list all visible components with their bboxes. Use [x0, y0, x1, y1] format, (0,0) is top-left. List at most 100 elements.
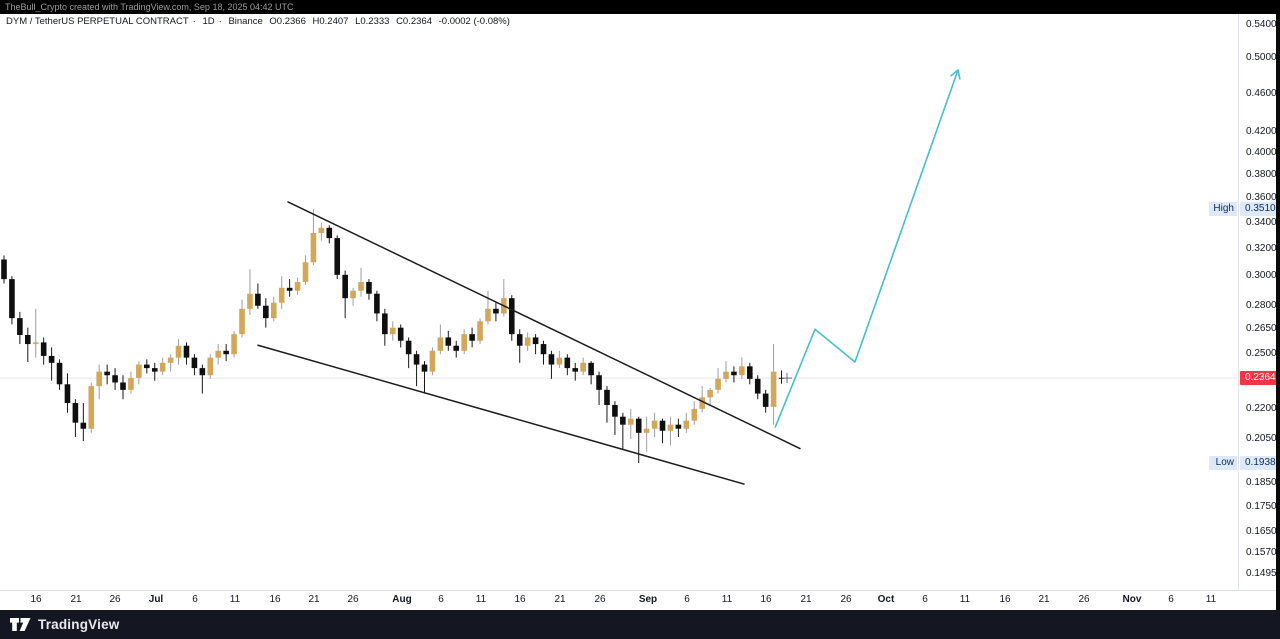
candle-down [183, 345, 190, 358]
time-tick-month: Sep [638, 594, 658, 605]
candle-down [255, 293, 261, 306]
candle-down [548, 354, 555, 365]
price-tick-label: 0.1750 [1246, 500, 1277, 512]
candle-down [334, 238, 341, 275]
price-tick-label: 0.2800 [1246, 299, 1277, 311]
price-tick-label: 0.4200 [1246, 126, 1277, 138]
time-tick-day: 26 [1078, 594, 1090, 605]
candle-down [778, 377, 785, 379]
candle-up [294, 281, 301, 291]
candle-up [32, 342, 39, 345]
interval-label[interactable]: 1D [202, 16, 215, 27]
price-tick-label: 0.2050 [1246, 433, 1277, 445]
candle-down [612, 404, 618, 417]
candle-up [683, 420, 690, 429]
candle-up [461, 334, 467, 351]
candle-up [247, 293, 253, 309]
candle-down [80, 422, 87, 429]
wedge-upper-trendline [287, 201, 801, 450]
price-tick-label: 0.2200 [1246, 402, 1277, 414]
candle-up [556, 357, 563, 365]
candle-down [199, 368, 206, 376]
candle-down [1, 259, 7, 280]
candle-up [691, 408, 698, 421]
candle-down [120, 382, 126, 390]
tradingview-brand-text[interactable]: TradingView [38, 617, 120, 632]
candle-down [620, 416, 626, 425]
time-tick-day: 11 [1205, 594, 1217, 605]
exchange-label: Binance [228, 16, 263, 27]
candle-down [635, 418, 642, 433]
time-tick-day: 11 [721, 594, 733, 605]
candle-down [25, 334, 31, 345]
time-tick-day: 26 [109, 594, 121, 605]
candle-up [699, 397, 705, 409]
projection-arrowhead [957, 69, 961, 80]
time-tick-day: 16 [30, 594, 42, 605]
price-tick-label: 0.3800 [1246, 169, 1277, 181]
candle-up [96, 371, 103, 387]
ohlc-low: L0.2333 [355, 16, 390, 27]
candle-down [588, 362, 594, 376]
candle-down [342, 274, 348, 299]
candle-down [564, 357, 571, 369]
candle-down [374, 293, 380, 314]
ohlc-high: H0.2407 [312, 16, 349, 27]
candle-up [643, 428, 650, 433]
candlestick-chart-canvas[interactable] [0, 0, 1238, 610]
candle-down [64, 384, 71, 404]
candle-down [445, 337, 452, 346]
time-tick-day: 26 [840, 594, 852, 605]
time-tick-month: Aug [392, 594, 412, 605]
attribution-text: TheBull_Crypto created with TradingView.… [5, 2, 294, 12]
price-tick-label: 0.2500 [1246, 348, 1277, 360]
candle-up [715, 378, 721, 390]
time-tick-day: 16 [760, 594, 772, 605]
candle-down [516, 334, 523, 346]
price-tick-label: 0.1495 [1246, 567, 1277, 579]
candle-up [128, 377, 134, 390]
price-tick-label: 0.4000 [1246, 147, 1277, 159]
time-axis[interactable]: 16 21 26 Jul 6 11 16 21 26 Aug 6 11 16 21 26 Sep 6 11 16 21… [0, 590, 1280, 610]
candle-up [270, 302, 277, 319]
candle-down [746, 366, 753, 379]
candle-down [286, 287, 293, 291]
candle-up [88, 386, 95, 429]
separator: · [218, 16, 222, 27]
attribution-bar: TheBull_Crypto created with TradingView.… [0, 0, 1280, 14]
time-tick-day: 6 [1168, 594, 1174, 605]
candle-up [770, 371, 777, 407]
price-axis[interactable]: 0.5400 0.5000 0.4600 0.4200 0.4000 0.3800 0.36… [1238, 14, 1280, 590]
candle-down [493, 308, 499, 314]
high-price-badge: 0.3510 [1240, 202, 1280, 217]
time-tick-day: 6 [192, 594, 198, 605]
candle-down [469, 334, 475, 341]
candle-down [9, 279, 15, 319]
candle-down [413, 354, 420, 365]
candle-up [524, 337, 531, 346]
low-word-badge: Low [1209, 456, 1237, 471]
candle-down [104, 371, 110, 376]
price-tick-label: 0.3600 [1246, 192, 1277, 204]
candle-up [231, 334, 237, 355]
candle-down [754, 378, 761, 394]
candle-down [453, 345, 460, 351]
time-tick-day: 21 [554, 594, 566, 605]
symbol-bar[interactable]: DYM / TetherUS PERPETUAL CONTRACT · 1D · B… [6, 16, 514, 29]
ohlc-change: -0.0002 (-0.08%) [438, 16, 510, 27]
time-tick-day: 21 [800, 594, 812, 605]
time-tick-month: Nov [1122, 594, 1142, 605]
ohlc-open: O0.2366 [269, 16, 306, 27]
candle-up [167, 357, 174, 363]
candle-down [405, 340, 412, 355]
candle-up [215, 350, 222, 358]
tradingview-logo-icon[interactable] [10, 617, 31, 632]
candle-down [72, 403, 79, 423]
candle-down [151, 368, 158, 372]
symbol-title[interactable]: DYM / TetherUS PERPETUAL CONTRACT [6, 16, 189, 27]
candle-up [159, 362, 166, 372]
low-price-badge: 0.1938 [1240, 456, 1280, 471]
candle-up [477, 321, 483, 341]
candle-up [239, 308, 245, 335]
time-tick-day: 21 [308, 594, 320, 605]
